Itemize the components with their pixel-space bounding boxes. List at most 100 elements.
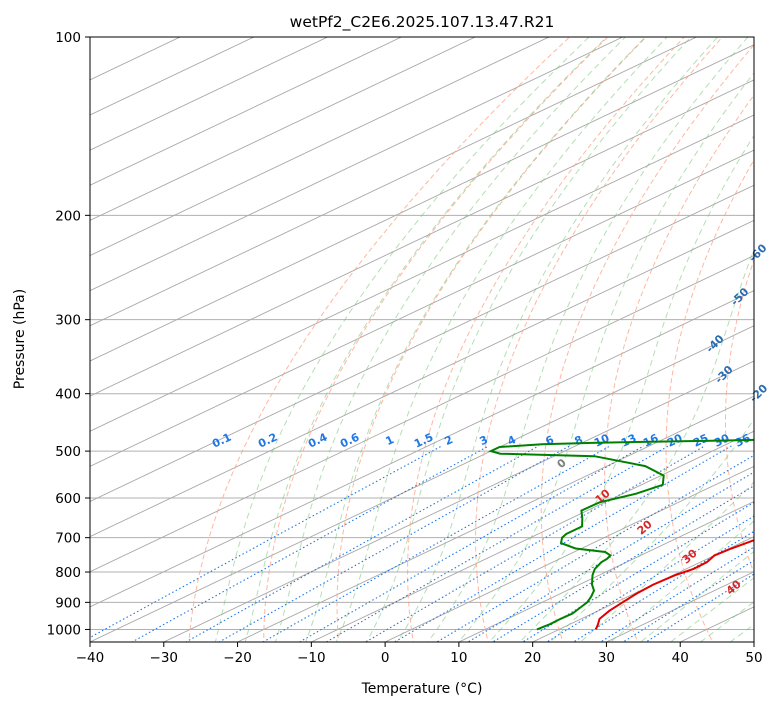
isotherm-line: [90, 37, 255, 116]
mixing-ratio-line: [298, 445, 645, 642]
moist-adiabat-label: 0: [555, 456, 569, 471]
mixing-ratio-line: [130, 445, 490, 642]
moist-adiabat-line: [699, 601, 754, 642]
dry-adiabat-line: [604, 94, 754, 642]
moist-adiabat-line: [274, 37, 626, 642]
isotherm-line: [90, 149, 754, 467]
isotherm-line: [90, 184, 754, 502]
dry-adiabat-line: [263, 37, 609, 642]
x-tick-label: 30: [598, 650, 615, 666]
x-tick-label: 10: [450, 650, 467, 666]
x-tick-label: 50: [745, 650, 762, 666]
isotherm-line: [310, 430, 754, 642]
moist-adiabat-line: [457, 72, 754, 642]
moist-adiabat-line: [518, 248, 754, 642]
mixing-ratio-line: [545, 515, 754, 642]
isotherm-line: [90, 44, 754, 362]
moist-adiabat-label: 20: [635, 517, 655, 537]
dry-adiabat-line: [188, 37, 571, 642]
mixing-ratio-line: [90, 445, 443, 639]
isotherm-label: -60: [746, 241, 769, 264]
isotherm-line: [90, 255, 754, 573]
moist-adiabat-line: [427, 37, 749, 642]
isotherm-line: [679, 606, 754, 642]
mixing-ratio-label: 13: [619, 431, 638, 449]
mixing-ratio-line: [467, 471, 754, 642]
temperature-line: [594, 539, 754, 630]
isotherm-label: -50: [728, 285, 751, 308]
isotherm-line: [90, 37, 698, 327]
isotherm-line: [90, 37, 624, 292]
x-tick-label: −20: [223, 650, 252, 666]
mixing-ratio-line: [435, 454, 754, 642]
isotherm-label: -40: [703, 332, 726, 355]
x-axis: −40 −30 −20 −10 0 10 20 30 40 50: [76, 642, 763, 666]
mixing-ratio-label: 2: [443, 433, 455, 448]
dewpoint-line: [488, 438, 754, 631]
isotherm-line: [531, 536, 754, 642]
y-tick-label: 800: [55, 565, 81, 581]
dry-adiabat-line: [540, 44, 754, 642]
x-tick-label: −10: [297, 650, 326, 666]
mixing-ratio-line: [644, 573, 754, 642]
mixing-ratio-label: 10: [592, 431, 612, 449]
moist-adiabat-line: [366, 37, 692, 642]
y-tick-label: 200: [55, 208, 81, 224]
x-tick-label: 40: [672, 650, 689, 666]
x-axis-label: Temperature (°C): [361, 681, 483, 697]
isotherm-label: -30: [712, 363, 735, 386]
x-tick-label: 20: [524, 650, 541, 666]
mixing-ratio-label: 3: [478, 433, 490, 448]
y-tick-label: 700: [55, 531, 81, 547]
chart-title: wetPf2_C2E6.2025.107.13.47.R21: [290, 13, 555, 32]
background-lines: [90, 37, 754, 642]
mixing-ratio-line: [325, 445, 669, 642]
isotherm-line: [162, 360, 754, 642]
isotherm-label: -20: [747, 381, 770, 404]
isotherm-line: [90, 37, 182, 81]
dry-adiabat-line: [475, 37, 724, 642]
mixing-ratio-label: 0.2: [256, 431, 279, 451]
mixing-ratio-label: 8: [573, 433, 585, 448]
x-tick-label: 0: [381, 650, 390, 666]
moist-adiabat-line: [335, 37, 668, 642]
mixing-ratio-label: 1: [384, 433, 396, 448]
profile-lines: [488, 438, 754, 631]
isotherm-line: [90, 114, 754, 432]
dry-adiabat-line: [336, 37, 647, 642]
y-tick-label: 100: [55, 30, 81, 46]
y-axis-label: Pressure (hPa): [12, 289, 28, 389]
mixing-ratio-label: 16: [641, 431, 661, 449]
mixing-ratio-line: [491, 485, 754, 642]
y-tick-label: 600: [55, 491, 81, 507]
mixing-ratio-line: [521, 501, 754, 642]
mixing-ratio-label: 0.1: [210, 431, 233, 451]
moist-adiabat-line: [305, 37, 646, 642]
moist-adiabat-line: [244, 37, 608, 642]
y-tick-label: 1000: [47, 622, 81, 638]
moist-adiabat-line: [579, 481, 754, 642]
isotherm-line: [90, 325, 754, 642]
moist-adiabat-line: [488, 134, 754, 642]
isotherm-line: [90, 37, 477, 221]
x-tick-label: −40: [76, 650, 105, 666]
mixing-ratio-label: 0.6: [338, 430, 361, 450]
y-tick-label: 500: [55, 444, 81, 460]
mixing-ratio-label: 1.5: [412, 431, 435, 451]
isotherm-line: [90, 37, 550, 257]
moist-adiabat-line: [549, 418, 754, 642]
isotherm-line: [90, 79, 754, 397]
isopleth-labels: -100-90-80-70-60-50-40-30-20-100.10.20.4…: [210, 241, 770, 597]
isotherm-line: [752, 641, 754, 642]
y-tick-label: 900: [55, 595, 81, 611]
moist-adiabat-line: [214, 37, 590, 642]
isotherm-line: [90, 37, 403, 186]
plot-frame: [89, 36, 755, 643]
isotherm-line: [236, 395, 754, 642]
x-tick-label: −30: [150, 650, 179, 666]
mixing-ratio-line: [393, 445, 732, 642]
moist-adiabat-line: [396, 37, 718, 642]
isotherm-line: [90, 219, 754, 538]
y-tick-label: 400: [55, 387, 81, 403]
